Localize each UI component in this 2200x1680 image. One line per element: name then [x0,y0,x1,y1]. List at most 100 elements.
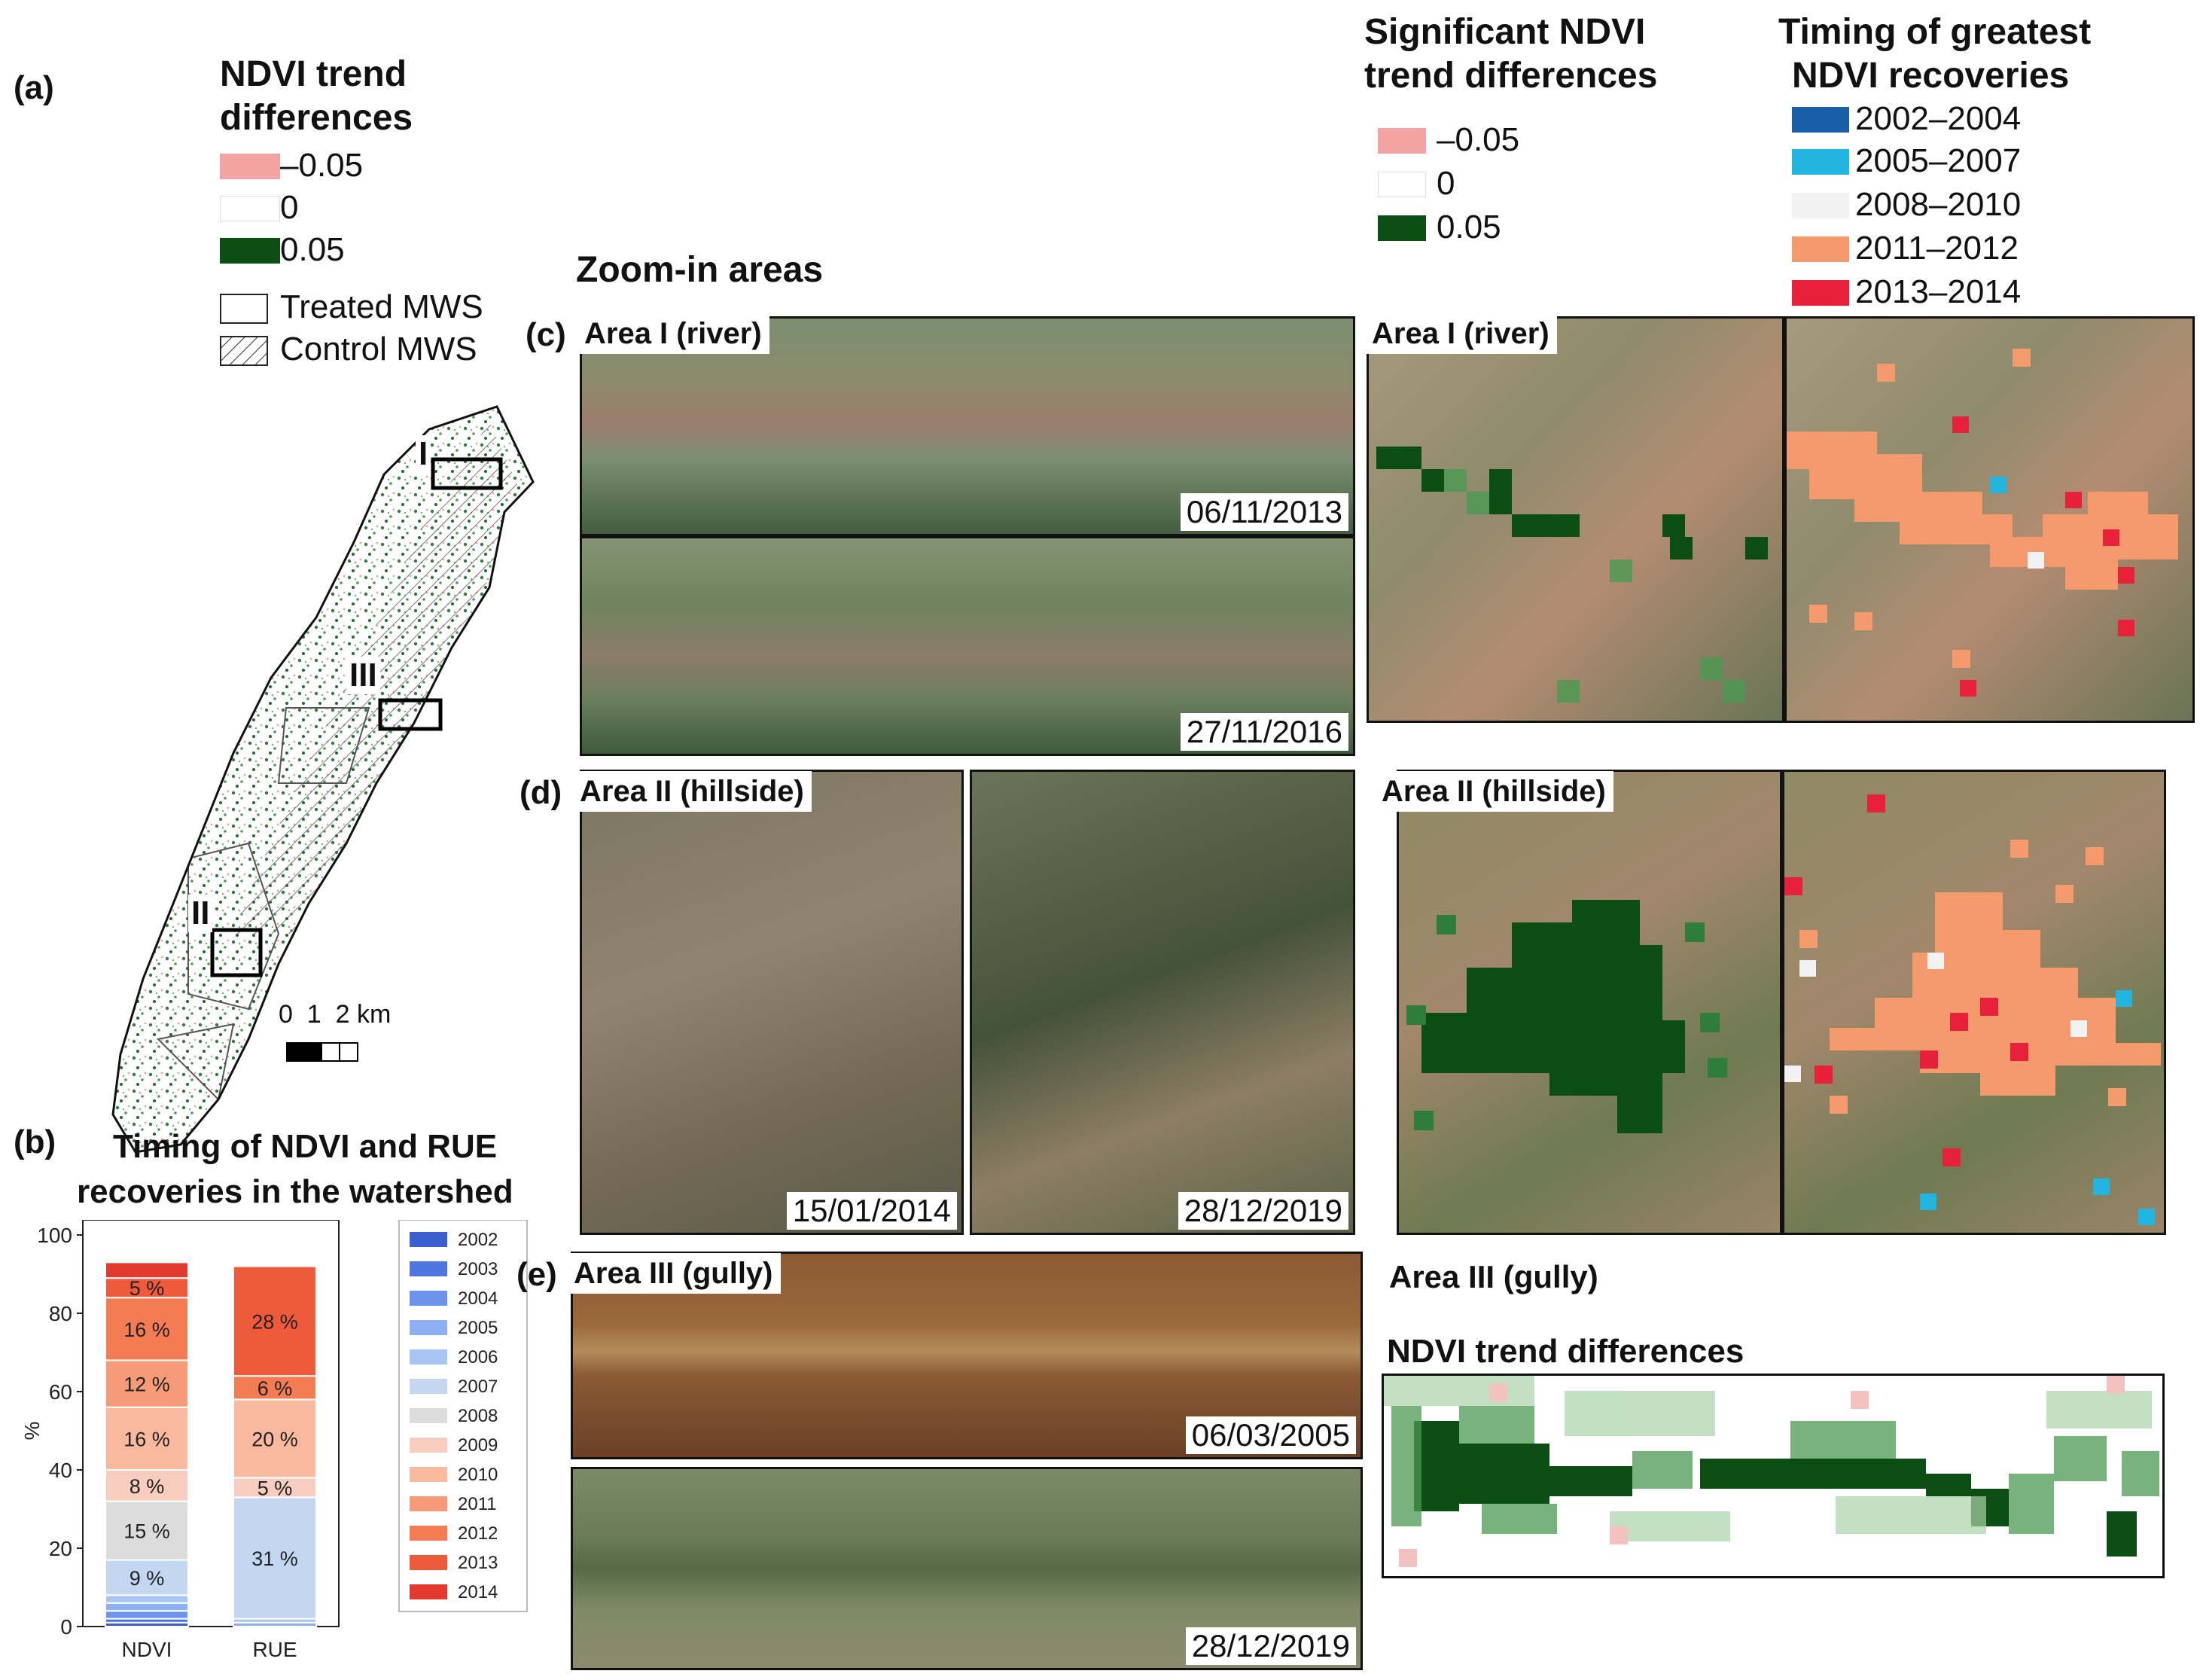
map-box-area-iii [378,698,443,731]
legend-label: 2014 [458,1582,498,1602]
legend-label: 2011 [458,1494,497,1514]
legend-timing-swatch-2 [1792,193,1849,218]
legend-sig-swatch-zero [1378,172,1426,197]
timing-map-area-ii [1782,770,2166,1235]
legend-sig-title-1: Significant NDVI [1364,12,1646,52]
legend-a-label-neg: –0.05 [280,147,364,184]
label-area-ii-left: Area II (hillside) [572,771,812,812]
bar-segment-label: 5 % [257,1477,293,1499]
legend-swatch [410,1379,447,1394]
legend-swatch [410,1496,447,1511]
legend-swatch [410,1232,447,1247]
y-tick-label: 80 [49,1302,72,1325]
label-area-i-right: Area I (river) [1364,313,1557,354]
legend-swatch [410,1526,447,1541]
satellite-image-area-i-2016: 27/11/2016 [580,536,1355,756]
x-tick-label: NDVI [122,1638,172,1661]
legend-swatch [410,1349,447,1364]
bar-segment [233,1496,317,1620]
legend-timing-label-1: 2005–2007 [1855,142,2022,179]
y-axis-label: % [23,1422,44,1441]
legend-swatch [410,1438,447,1453]
label-area-i-left: Area I (river) [577,313,769,354]
legend-label: 2005 [458,1318,498,1338]
timing-map-area-i [1784,316,2195,723]
legend-label: 2013 [458,1553,498,1573]
y-tick-label: 0 [60,1615,72,1639]
legend-sig-swatch-neg [1378,128,1426,154]
chart-plot-frame [82,1220,340,1627]
legend-control-swatch [220,336,268,366]
bar-segment [105,1261,189,1279]
legend-a-swatch-zero [220,196,280,221]
legend-sig-label-zero: 0 [1437,165,1455,202]
bar-segment-label: 5 % [130,1277,165,1300]
legend-timing-swatch-3 [1792,236,1849,262]
date-area-iii-top: 06/03/2005 [1185,1416,1356,1454]
ndvi-diff-map-area-iii [1382,1374,2165,1578]
y-tick-label: 60 [49,1380,72,1404]
legend-label: 2009 [458,1435,498,1456]
legend-a-swatch-neg [220,154,280,179]
bar-segment [105,1359,189,1408]
bar-segment [105,1297,189,1361]
label-area-ii-right: Area II (hillside) [1374,771,1613,812]
legend-treated-label: Treated MWS [280,288,483,325]
legend-timing-swatch-4 [1792,280,1849,306]
map-box-area-i [431,457,503,490]
date-area-iii-bottom: 28/12/2019 [1185,1627,1356,1665]
legend-swatch [410,1467,447,1482]
legend-label: 2004 [458,1288,498,1309]
date-area-ii-right: 28/12/2019 [1178,1192,1348,1230]
bar-segment-label: 9 % [130,1567,165,1590]
legend-timing-swatch-1 [1792,149,1849,175]
legend-a-title-2: differences [220,98,413,138]
map-box-area-ii [210,928,263,977]
legend-sig-label-neg: –0.05 [1437,121,1520,158]
bar-segment-label: 16 % [123,1428,170,1450]
chart-b-title-1: Timing of NDVI and RUE [113,1128,498,1165]
satellite-image-area-iii-2019: 28/12/2019 [571,1467,1363,1670]
bar-segment-label: 6 % [257,1377,293,1400]
legend-label: 2012 [458,1523,498,1544]
map-label-area-ii: II [188,895,213,932]
legend-a-label-zero: 0 [280,189,299,226]
bar-segment-label: 16 % [123,1319,170,1341]
legend-swatch [410,1291,447,1306]
legend-timing-label-0: 2002–2004 [1855,100,2022,137]
map-label-area-i: I [416,435,431,473]
bar-segment-label: 8 % [130,1475,165,1498]
map-scale-bar [286,1042,358,1062]
satellite-image-area-ii-2019: 28/12/2019 [970,770,1355,1235]
chart-b-title-2: recoveries in the watershed [77,1173,513,1210]
bar-segment [105,1602,189,1612]
legend-swatch [410,1261,447,1276]
label-area-iii-left: Area III (gully) [566,1253,781,1294]
legend-label: 2006 [458,1347,498,1367]
bar-segment-label: 15 % [123,1520,170,1543]
panel-label-e: (e) [516,1256,557,1293]
legend-label: 2010 [458,1465,498,1485]
bar-segment-label: 20 % [251,1428,298,1450]
legend-sig-label-pos: 0.05 [1437,209,1501,245]
legend-swatch [410,1408,447,1423]
legend-label: 2007 [458,1377,498,1397]
panel-label-b: (b) [14,1124,56,1160]
legend-a-swatch-pos [220,238,280,264]
bar-segment [233,1375,317,1401]
bar-segment-label: 31 % [251,1547,298,1570]
legend-treated-swatch [220,294,268,324]
ndvi-sig-map-area-ii [1397,770,1782,1235]
y-tick-label: 100 [37,1224,72,1247]
panel-label-a: (a) [14,69,54,106]
label-area-iii-right: Area III (gully) [1389,1259,1598,1294]
y-tick-label: 40 [49,1459,72,1482]
legend-label: 2003 [458,1259,498,1279]
legend-a-label-pos: 0.05 [280,231,345,268]
date-area-i-top: 06/11/2013 [1180,493,1348,531]
ndvi-sig-map-area-i [1367,316,1784,723]
date-area-i-bottom: 27/11/2016 [1180,713,1348,751]
legend-sig-swatch-pos [1378,215,1426,241]
bar-segment-label: 28 % [251,1310,298,1333]
legend-timing-swatch-0 [1792,107,1849,133]
